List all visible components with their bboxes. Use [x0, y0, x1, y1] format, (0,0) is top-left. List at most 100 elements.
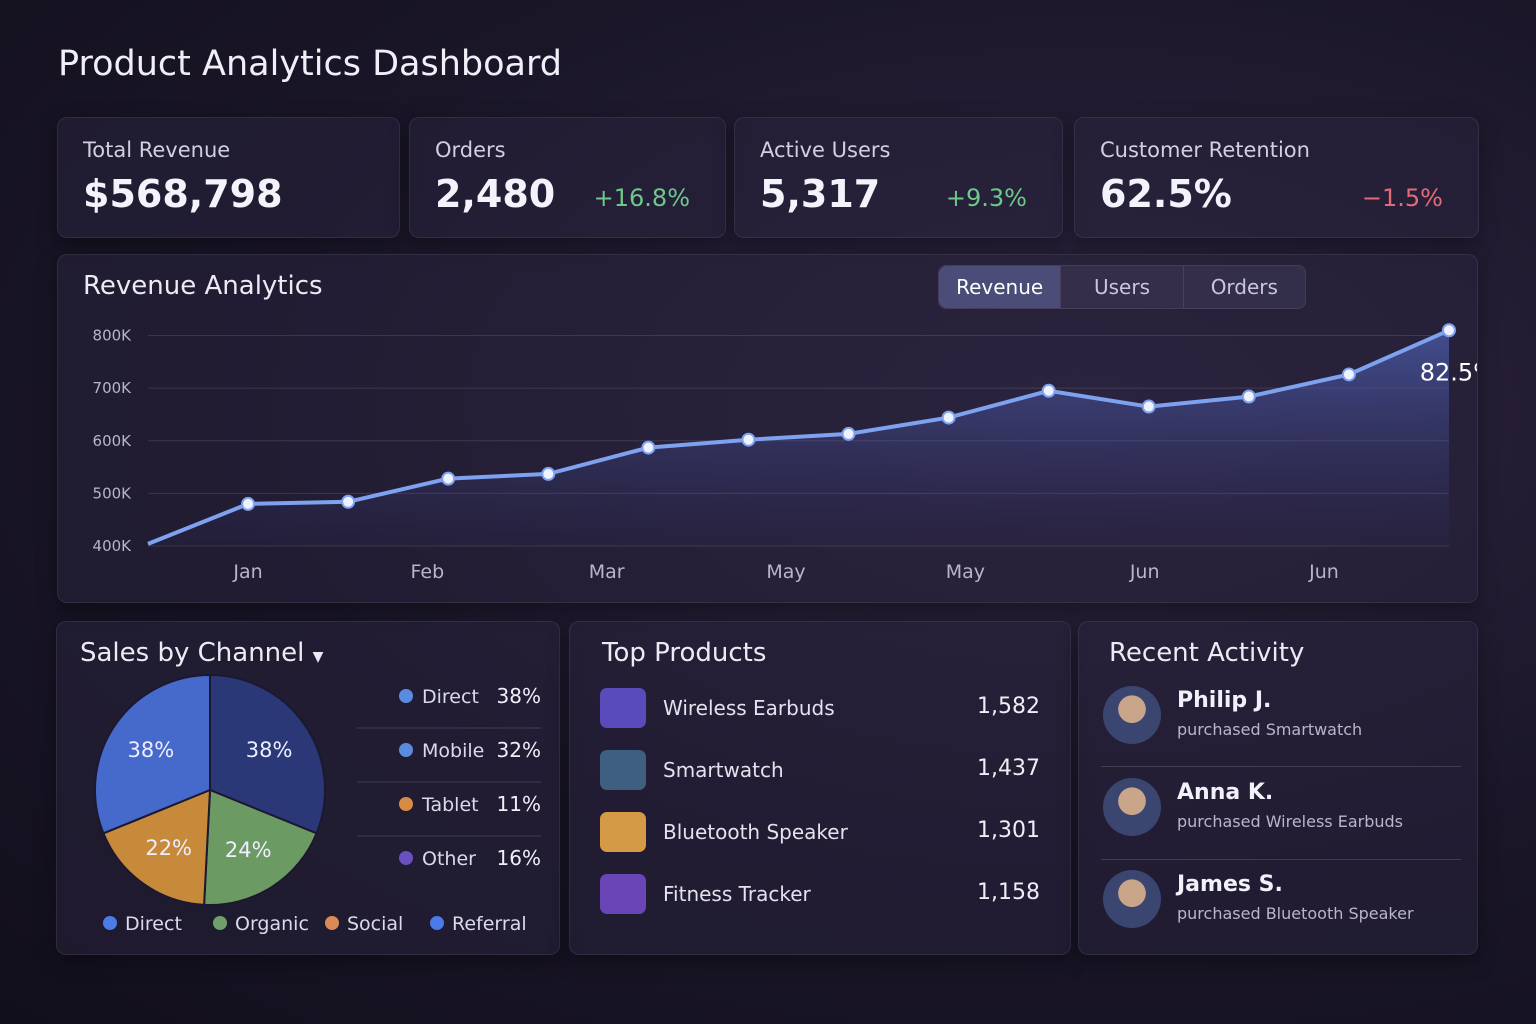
product-name: Fitness Tracker	[663, 882, 811, 906]
x-tick-label: Jun	[1308, 561, 1339, 583]
legend-name: Tablet	[421, 794, 479, 816]
product-name: Smartwatch	[663, 758, 784, 782]
product-count: 1,158	[977, 880, 1040, 905]
x-tick-label: May	[766, 561, 805, 583]
slice-label: 22%	[145, 836, 192, 860]
product-row: Wireless Earbuds 1,582	[600, 684, 1040, 734]
line	[147, 328, 1450, 546]
kpi-label: Active Users	[760, 138, 891, 162]
point	[641, 440, 656, 455]
kpi-change: +9.3%	[945, 184, 1027, 212]
product-icon	[600, 812, 646, 852]
x-tick-label: May	[946, 561, 985, 583]
x-tick-label: Feb	[411, 561, 445, 583]
product-count: 1,301	[977, 818, 1040, 843]
legend-dot	[399, 689, 413, 703]
revenue-panel: Revenue Analytics Revenue Users Orders 400…	[57, 254, 1478, 603]
panel-title: Top Products	[602, 638, 767, 668]
legend-share: 11%	[497, 792, 541, 816]
x-tick-label: Mar	[589, 561, 625, 583]
product-count: 1,437	[977, 756, 1040, 781]
tab[interactable]: Orders	[1182, 266, 1305, 308]
kpi-value: 2,480	[435, 172, 556, 216]
point	[1241, 389, 1256, 404]
kpi-value: 5,317	[760, 172, 881, 216]
activity-text: purchased Smartwatch	[1177, 720, 1363, 739]
activity-text: purchased Bluetooth Speaker	[1177, 904, 1414, 923]
kpi-change: −1.5%	[1361, 184, 1443, 212]
product-row: Fitness Tracker 1,158	[600, 870, 1040, 920]
legend-dot	[399, 743, 413, 757]
avatar	[1103, 686, 1161, 744]
tab[interactable]: Revenue	[939, 266, 1061, 308]
point	[941, 410, 956, 425]
y-tick-label: 500K	[93, 484, 133, 502]
kpi-value: $568,798	[83, 172, 283, 216]
page-title: Product Analytics Dashboard	[58, 44, 562, 84]
point	[341, 494, 356, 509]
legend-name: Other	[422, 848, 476, 870]
separator	[1101, 859, 1461, 860]
legend-share: 32%	[497, 738, 541, 762]
product-icon	[600, 750, 646, 790]
slice-label: 24%	[225, 838, 272, 862]
activity-row: Philip J. purchased Smartwatch	[1103, 686, 1447, 746]
panel-title-text: Sales by Channel	[80, 638, 305, 668]
kpi-label: Orders	[435, 138, 506, 162]
dropdown-caret[interactable]: ▼	[312, 649, 324, 665]
activity-name: Anna K.	[1177, 780, 1274, 805]
point	[1341, 367, 1356, 382]
kpi-card: Customer Retention 62.5% −1.5%	[1074, 117, 1479, 238]
separator	[1101, 766, 1461, 767]
product-name: Bluetooth Speaker	[663, 820, 848, 844]
product-icon	[600, 688, 646, 728]
point	[841, 426, 856, 441]
pie-slice	[94, 673, 211, 835]
panel-title: Recent Activity	[1109, 638, 1305, 668]
legend-share: 38%	[497, 684, 541, 708]
activity-name: James S.	[1177, 872, 1283, 897]
legend-name: Direct	[422, 686, 479, 708]
point	[441, 471, 456, 486]
avatar	[1103, 778, 1161, 836]
panel-title: Revenue Analytics	[83, 271, 323, 301]
annotation: 82.5%	[1420, 358, 1477, 386]
point	[1141, 399, 1156, 414]
point	[1442, 323, 1456, 338]
point	[741, 432, 756, 447]
channel-panel: Sales by Channel ▼ 38% 24% 22% 38% Direct 38%…	[56, 621, 560, 955]
x-tick-label: Jan	[232, 561, 262, 583]
x-tick-label: Jun	[1129, 561, 1160, 583]
product-name: Wireless Earbuds	[663, 696, 835, 720]
legend-name: Organic	[235, 913, 309, 935]
pie-slice	[203, 788, 318, 906]
pie-slice	[209, 673, 326, 835]
tab[interactable]: Users	[1060, 266, 1182, 308]
legend-name: Social	[347, 913, 403, 935]
legend-dot	[213, 916, 227, 930]
legend-name: Referral	[452, 913, 527, 935]
y-tick-label: 800K	[93, 327, 133, 345]
kpi-label: Customer Retention	[1100, 138, 1310, 162]
product-row: Bluetooth Speaker 1,301	[600, 808, 1040, 858]
point	[1041, 383, 1056, 398]
slice-label: 38%	[128, 738, 175, 762]
kpi-label: Total Revenue	[83, 138, 231, 162]
point	[241, 496, 256, 511]
kpi-card: Orders 2,480 +16.8%	[409, 117, 726, 238]
legend-dot	[399, 851, 413, 865]
line-chart: 400K 500K 600K 700K 800K 82.5% Jan Feb Mar May May…	[93, 323, 1477, 583]
point	[541, 466, 556, 481]
legend-name: Mobile	[422, 740, 484, 762]
kpi-change: +16.8%	[593, 184, 690, 212]
pie-chart: 38% 24% 22% 38% Direct 38% Mobile 32% Tablet 11% O…	[94, 673, 541, 935]
activity-panel: Recent Activity Philip J. purchased Smart…	[1078, 621, 1478, 955]
tabs: Revenue Users Orders	[938, 265, 1306, 309]
y-tick-label: 700K	[93, 379, 133, 397]
activity-row: James S. purchased Bluetooth Speaker	[1103, 870, 1447, 930]
y-tick-label: 600K	[93, 432, 133, 450]
kpi-card: Total Revenue $568,798	[57, 117, 400, 238]
activity-row: Anna K. purchased Wireless Earbuds	[1103, 778, 1447, 838]
legend-dot	[325, 916, 339, 930]
